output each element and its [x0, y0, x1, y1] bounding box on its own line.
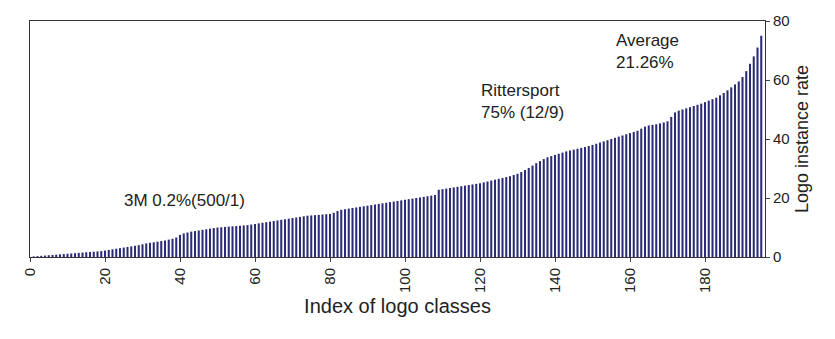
svg-text:0: 0 [21, 268, 38, 276]
svg-text:Average21.26%: Average21.26% [616, 31, 679, 72]
svg-text:180: 180 [696, 268, 713, 293]
svg-text:160: 160 [621, 268, 638, 293]
svg-text:Rittersport75% (12/9): Rittersport75% (12/9) [481, 81, 564, 122]
svg-text:3M 0.2%(500/1): 3M 0.2%(500/1) [124, 191, 245, 210]
svg-text:60: 60 [246, 268, 263, 285]
svg-text:Logo instance rate: Logo instance rate [792, 65, 812, 213]
svg-text:40: 40 [171, 268, 188, 285]
svg-text:100: 100 [396, 268, 413, 293]
svg-text:20: 20 [96, 268, 113, 285]
svg-text:40: 40 [773, 130, 790, 147]
svg-text:0: 0 [773, 248, 781, 265]
svg-text:60: 60 [773, 71, 790, 88]
svg-text:120: 120 [471, 268, 488, 293]
svg-text:Index of logo classes: Index of logo classes [304, 295, 491, 317]
svg-text:80: 80 [321, 268, 338, 285]
svg-text:80: 80 [773, 12, 790, 29]
svg-text:140: 140 [546, 268, 563, 293]
svg-text:20: 20 [773, 189, 790, 206]
